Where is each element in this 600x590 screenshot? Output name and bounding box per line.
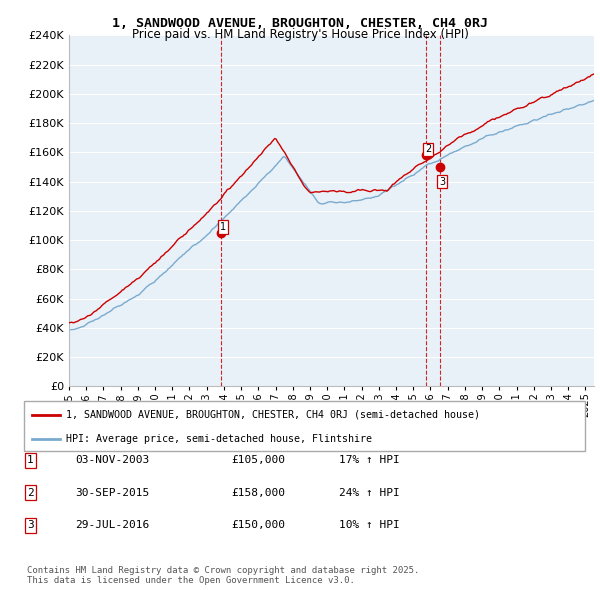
Text: 1, SANDWOOD AVENUE, BROUGHTON, CHESTER, CH4 0RJ (semi-detached house): 1, SANDWOOD AVENUE, BROUGHTON, CHESTER, … [66, 409, 480, 419]
Text: 17% ↑ HPI: 17% ↑ HPI [339, 455, 400, 465]
Text: 03-NOV-2003: 03-NOV-2003 [75, 455, 149, 465]
Text: 10% ↑ HPI: 10% ↑ HPI [339, 520, 400, 530]
Text: 1: 1 [27, 455, 34, 465]
Text: £105,000: £105,000 [231, 455, 285, 465]
Text: 2: 2 [27, 488, 34, 497]
Text: 3: 3 [27, 520, 34, 530]
Text: 24% ↑ HPI: 24% ↑ HPI [339, 488, 400, 497]
Text: 1: 1 [220, 222, 226, 232]
Text: 2: 2 [425, 145, 431, 155]
Text: 3: 3 [439, 176, 445, 186]
Text: £150,000: £150,000 [231, 520, 285, 530]
Text: HPI: Average price, semi-detached house, Flintshire: HPI: Average price, semi-detached house,… [66, 434, 372, 444]
Text: Price paid vs. HM Land Registry's House Price Index (HPI): Price paid vs. HM Land Registry's House … [131, 28, 469, 41]
Text: £158,000: £158,000 [231, 488, 285, 497]
FancyBboxPatch shape [24, 401, 585, 451]
Text: Contains HM Land Registry data © Crown copyright and database right 2025.
This d: Contains HM Land Registry data © Crown c… [27, 566, 419, 585]
Text: 1, SANDWOOD AVENUE, BROUGHTON, CHESTER, CH4 0RJ: 1, SANDWOOD AVENUE, BROUGHTON, CHESTER, … [112, 17, 488, 30]
Text: 30-SEP-2015: 30-SEP-2015 [75, 488, 149, 497]
Text: 29-JUL-2016: 29-JUL-2016 [75, 520, 149, 530]
